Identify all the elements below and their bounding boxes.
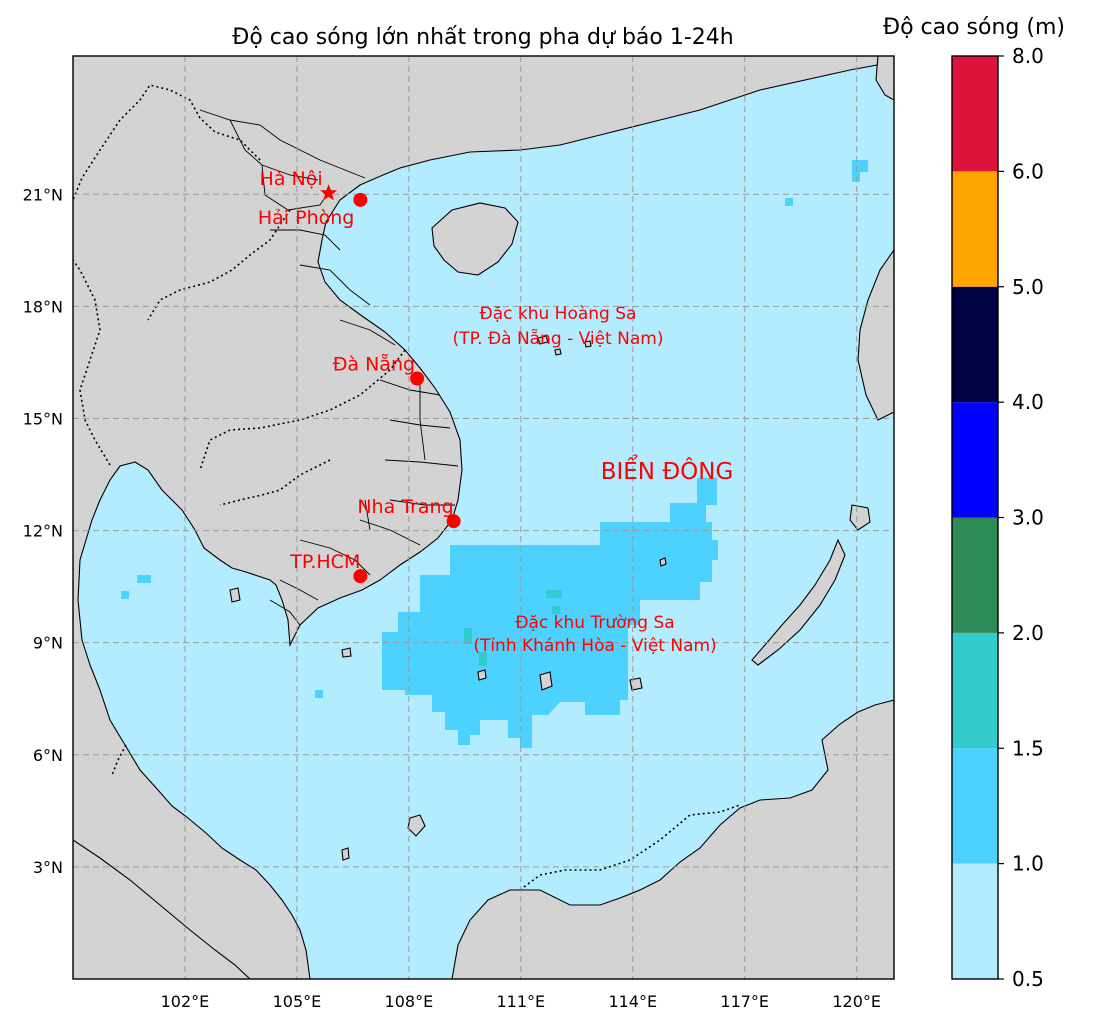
colorbar-tick-label: 1.0 [1012,852,1044,876]
hoang-sa-line-2: (TP. Đà Nẵng - Việt Nam) [453,328,664,349]
latitude-ticks: 3°N 6°N 9°N 12°N 15°N 18°N 21°N [23,185,63,877]
longitude-ticks: 102°E 105°E 108°E 111°E 114°E 117°E 120°E [161,992,881,1011]
colorbar-bin [952,56,998,172]
colorbar-bin [952,632,998,749]
city-label: Nha Trang [357,496,453,518]
province-boundaries [199,109,459,626]
mainland-asia [73,56,894,979]
colorbar-tick-label: 1.5 [1012,736,1044,760]
lat-tick-label: 3°N [33,858,63,877]
city-label: Hà Nội [260,168,323,190]
spratly-islets [477,557,667,691]
colorbar-bin [952,402,998,518]
paracel-islets [537,335,592,356]
wave-zone-1_5-2m [464,590,562,666]
lon-tick-label: 111°E [496,992,545,1011]
colorbar-title: Độ cao sóng (m) [883,15,1065,40]
lat-tick-label: 9°N [33,634,63,653]
lat-tick-label: 21°N [23,185,63,204]
city-star-marker [320,184,338,201]
city-dot-marker [446,514,461,529]
colorbar-tick-label: 8.0 [1012,44,1044,68]
hoang-sa-line-1: Đặc khu Hoàng Sa [480,304,637,324]
lon-tick-label: 102°E [161,992,210,1011]
lon-tick-label: 120°E [832,992,881,1011]
colorbar-bin [952,171,998,287]
city-label: TP.HCM [289,551,360,573]
taiwan-island [875,56,894,101]
sumatra-island [73,839,251,979]
natuna-island [407,814,426,837]
luzon-island [857,249,894,421]
city-label: Đà Nẵng [333,352,415,375]
gridlines [73,56,894,979]
colorbar-tick-label: 0.5 [1012,967,1044,991]
colorbar-bin [952,517,998,633]
colorbar-tick-label: 5.0 [1012,275,1044,299]
map-panel [73,56,894,979]
palawan-island [751,538,846,666]
colorbar-tick-label: 4.0 [1012,390,1044,414]
lon-tick-label: 114°E [608,992,657,1011]
colorbar-frame [951,55,999,980]
con-dao-island [341,647,352,658]
colorbar-bin [952,748,998,864]
city-dot-marker [410,371,425,386]
sea-label: BIỂN ĐÔNG [601,455,734,485]
hoang-sa-label: Đặc khu Hoàng Sa (TP. Đà Nẵng - Việt Nam… [453,304,664,349]
truong-sa-label: Đặc khu Trường Sa (Tỉnh Khánh Hòa - Việt… [473,613,716,656]
lat-tick-label: 18°N [23,297,63,316]
colorbar-tick-label: 2.0 [1012,621,1044,645]
phu-quoc-island [229,587,241,603]
borneo-island [451,699,894,979]
lon-tick-label: 117°E [720,992,769,1011]
truong-sa-line-1: Đặc khu Trường Sa [515,613,674,633]
city-label: Hải Phòng [258,207,354,229]
lon-tick-label: 105°E [273,992,322,1011]
map-title: Độ cao sóng lớn nhất trong pha dự báo 1-… [232,25,733,50]
anambas-island [341,847,350,861]
city-dot-marker [353,569,368,584]
map-frame [72,55,895,980]
lon-tick-label: 108°E [385,992,434,1011]
hainan-island [431,202,519,276]
lat-tick-label: 6°N [33,746,63,765]
colorbar-tick-label: 3.0 [1012,506,1044,530]
colorbar: 0.5 1.0 1.5 2.0 3.0 4.0 5.0 6.0 8.0 [952,44,1044,991]
colorbar-tick-label: 6.0 [1012,159,1044,183]
city-dot-marker [353,192,368,207]
colorbar-bin [952,863,998,979]
lat-tick-label: 12°N [23,522,63,541]
city-markers: Hà Nội Hải Phòng Đà Nẵng Nha Trang TP.HCM [258,168,461,584]
colorbar-bin [952,286,998,403]
lat-tick-label: 15°N [23,409,63,428]
national-borders [73,84,741,891]
mindoro-island [849,504,871,531]
land-masses [73,56,894,979]
truong-sa-line-2: (Tỉnh Khánh Hòa - Việt Nam) [473,636,716,656]
